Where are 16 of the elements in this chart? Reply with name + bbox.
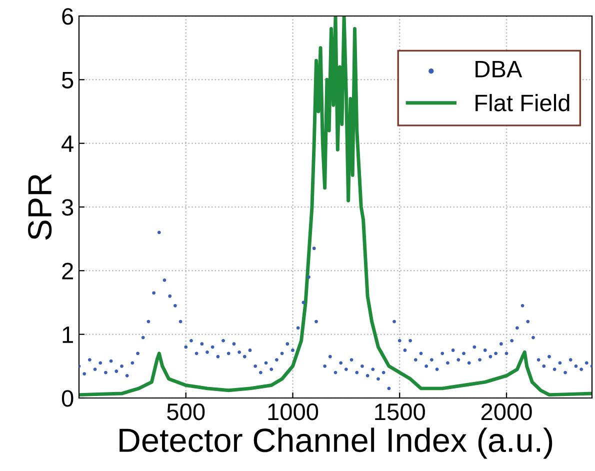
y-tick-label: 5 [62, 72, 74, 88]
y-tick-label: 3 [62, 199, 74, 216]
y-tick-label: 0 [62, 390, 74, 407]
y-tick-label: 4 [62, 136, 74, 152]
y-tick-label: 6 [62, 8, 74, 25]
x-tick-label: 500 [167, 403, 205, 420]
y-tick-label: 2 [62, 262, 73, 280]
y-tick-label: 1 [62, 326, 73, 343]
x-tick-label: 2000 [481, 403, 532, 420]
legend-label: Flat Field [476, 94, 570, 112]
y-axis-title: SPR [28, 174, 52, 240]
x-axis-title: Detector Channel Index (a.u.) [120, 428, 552, 459]
x-tick-label: 1000 [268, 403, 318, 420]
legend-label: DBA [476, 61, 522, 78]
line-series [79, 16, 592, 397]
x-tick-label: 1500 [375, 403, 425, 420]
